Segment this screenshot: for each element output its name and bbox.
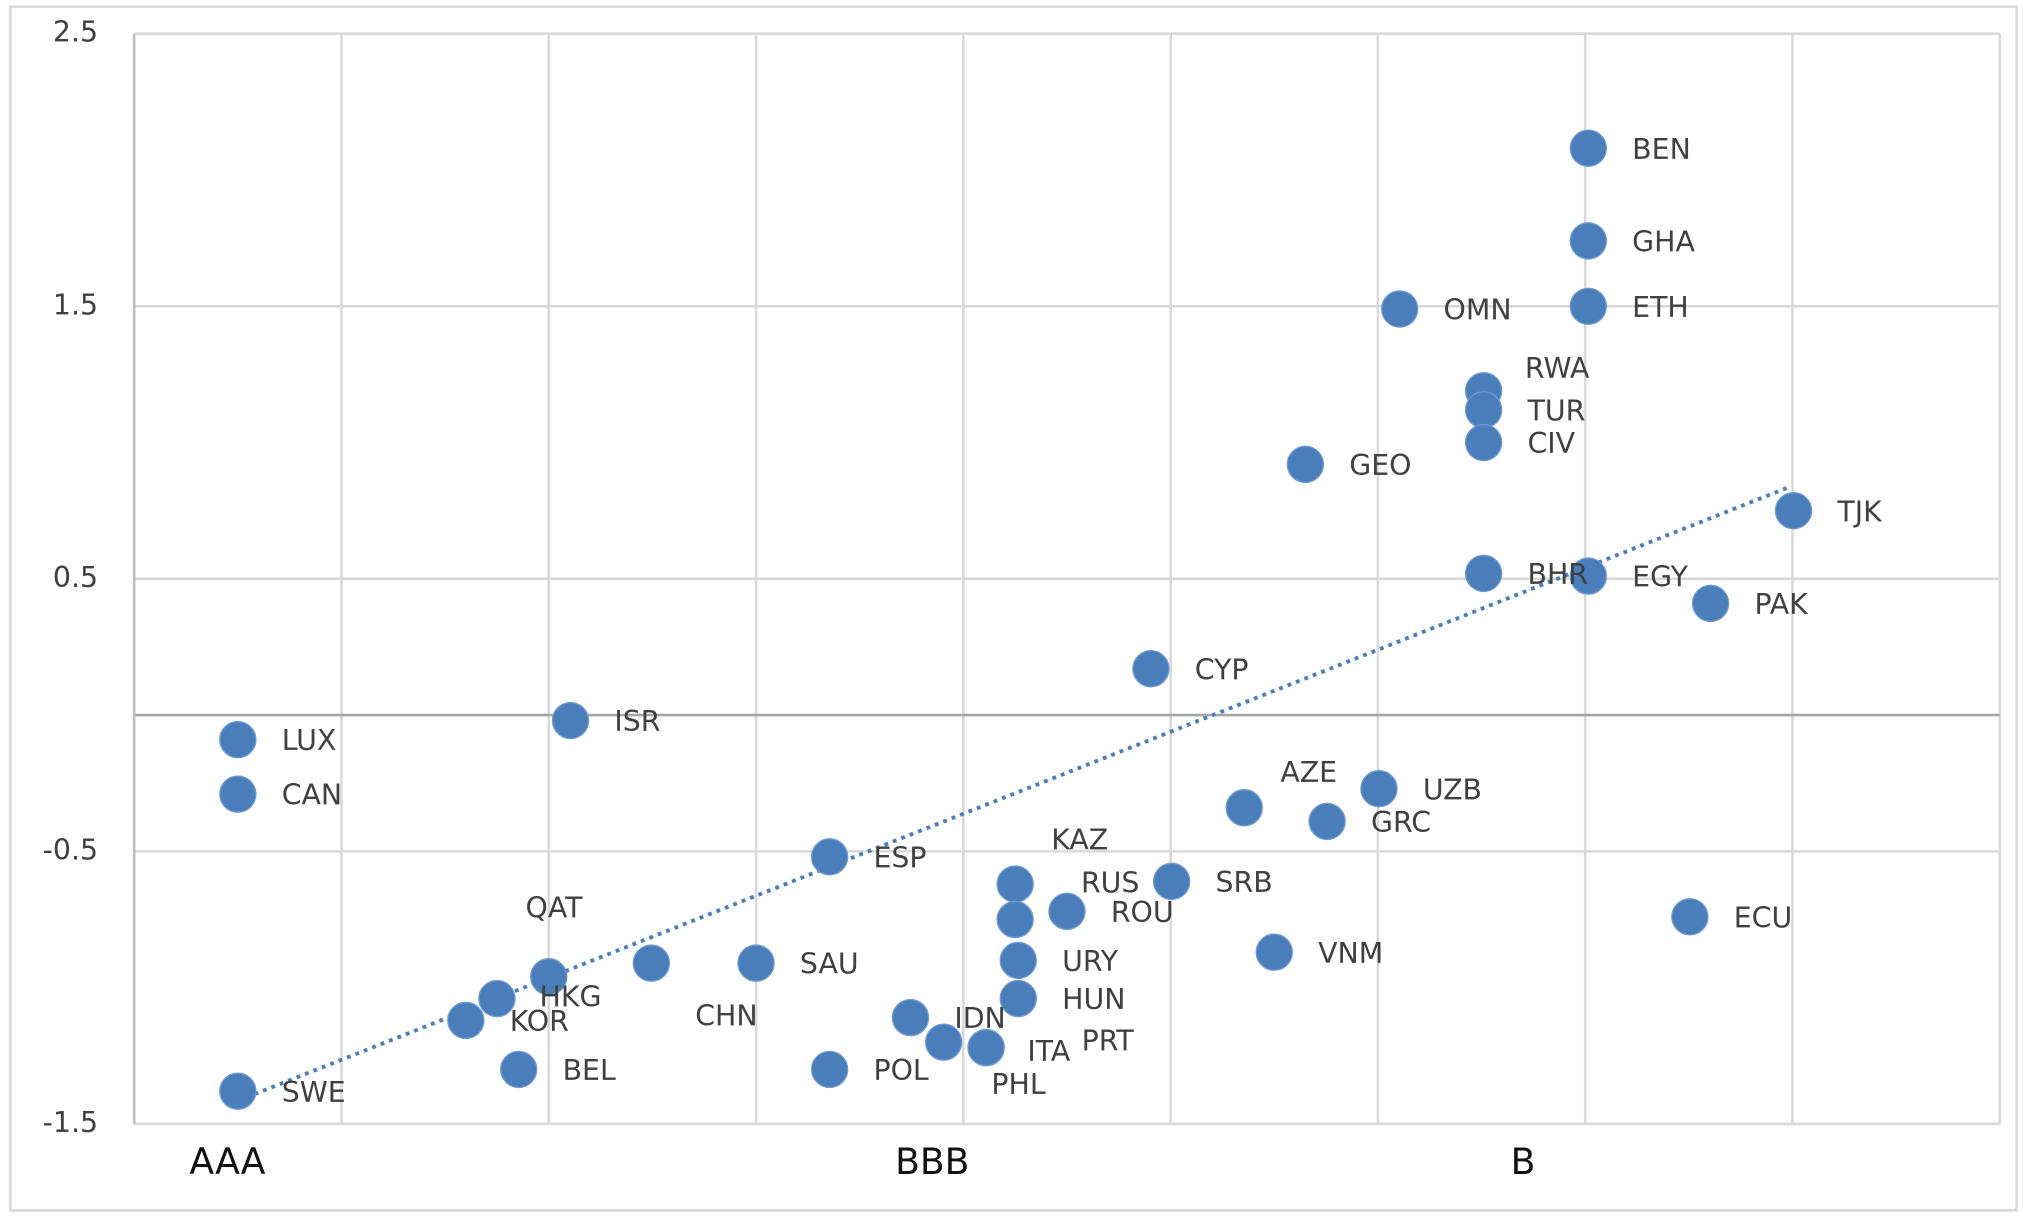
- data-point: [1569, 222, 1608, 260]
- point-label: GEO: [1349, 449, 1411, 482]
- data-point: [632, 944, 671, 982]
- point-label: GRC: [1371, 806, 1431, 839]
- data-point: [1464, 423, 1503, 462]
- point-label: BEL: [563, 1054, 616, 1087]
- point-label: ISR: [614, 705, 660, 738]
- data-point: [891, 998, 930, 1037]
- point-label: CAN: [282, 779, 342, 812]
- point-label: ETH: [1632, 291, 1689, 324]
- data-point: [447, 1001, 485, 1040]
- point-label: CIV: [1527, 427, 1575, 460]
- data-point: [1286, 445, 1325, 484]
- x-tick-label: BBB: [895, 1140, 969, 1183]
- data-point: [1671, 898, 1709, 936]
- data-point: [530, 958, 568, 996]
- data-point: [996, 865, 1034, 903]
- data-point: [219, 720, 257, 759]
- point-label: ROU: [1111, 896, 1174, 929]
- data-point: [1464, 391, 1503, 429]
- data-point: [996, 900, 1034, 939]
- data-point: [1691, 584, 1730, 623]
- point-label: URY: [1062, 945, 1119, 978]
- point-label: SAU: [800, 948, 859, 981]
- point-label: CYP: [1195, 653, 1249, 686]
- data-point: [551, 701, 590, 740]
- point-label: PAK: [1754, 588, 1809, 621]
- data-point: [1255, 933, 1293, 971]
- data-point: [810, 838, 849, 876]
- point-label: LUX: [282, 724, 337, 757]
- point-label: POL: [873, 1054, 928, 1087]
- data-point: [1225, 789, 1263, 827]
- data-point: [1774, 491, 1813, 530]
- data-point: [967, 1028, 1005, 1067]
- x-tick-label: B: [1511, 1140, 1536, 1183]
- data-point: [1048, 892, 1086, 931]
- point-label: BHR: [1527, 558, 1588, 591]
- data-point: [1569, 557, 1608, 595]
- point-label: AZE: [1280, 756, 1337, 789]
- data-point: [219, 1072, 257, 1110]
- point-label: GHA: [1632, 225, 1695, 258]
- data-point: [1569, 129, 1608, 167]
- data-point: [999, 941, 1037, 980]
- data-point: [999, 979, 1037, 1018]
- data-point: [499, 1050, 538, 1089]
- point-label: UZB: [1423, 773, 1482, 806]
- point-label: RUS: [1081, 867, 1140, 900]
- data-point: [1360, 769, 1398, 808]
- point-label: VNM: [1318, 937, 1383, 970]
- y-tick-label: 2.5: [53, 16, 98, 49]
- point-label: PHL: [991, 1068, 1045, 1101]
- point-label: EGY: [1632, 561, 1689, 594]
- point-label: QAT: [526, 892, 584, 925]
- data-point: [737, 944, 775, 982]
- y-tick-label: 0.5: [53, 561, 98, 594]
- data-point: [924, 1023, 963, 1061]
- x-tick-label: AAA: [189, 1140, 265, 1183]
- point-label: OMN: [1444, 294, 1512, 327]
- point-label: HUN: [1062, 983, 1125, 1016]
- point-label: TUR: [1526, 394, 1585, 427]
- point-label: BEN: [1632, 133, 1691, 166]
- point-label: SWE: [282, 1076, 346, 1109]
- data-point: [1308, 802, 1346, 841]
- trendline: [237, 485, 1789, 1103]
- point-label: PRT: [1082, 1024, 1135, 1057]
- point-label: KOR: [510, 1005, 569, 1038]
- data-point: [1380, 290, 1419, 328]
- point-label: HKG: [540, 981, 602, 1014]
- data-point: [219, 775, 257, 813]
- point-label: RWA: [1525, 352, 1590, 385]
- chart-frame: [9, 5, 2018, 1212]
- point-label: SRB: [1216, 866, 1273, 899]
- point-label: CHN: [695, 999, 757, 1032]
- point-label: KAZ: [1051, 824, 1108, 857]
- data-point: [1464, 554, 1503, 593]
- point-label: IDN: [954, 1002, 1005, 1035]
- y-tick-label: -0.5: [43, 833, 98, 866]
- data-point: [810, 1050, 849, 1089]
- point-label: TJK: [1836, 495, 1883, 528]
- y-tick-label: -1.5: [43, 1106, 98, 1139]
- point-label: ESP: [873, 841, 926, 874]
- data-point: [1569, 287, 1608, 325]
- data-point: [478, 979, 516, 1018]
- point-label: ITA: [1027, 1035, 1070, 1068]
- point-label: ECU: [1734, 901, 1793, 934]
- data-point: [1132, 650, 1170, 688]
- data-point: [1152, 862, 1191, 901]
- y-tick-label: 1.5: [53, 288, 98, 321]
